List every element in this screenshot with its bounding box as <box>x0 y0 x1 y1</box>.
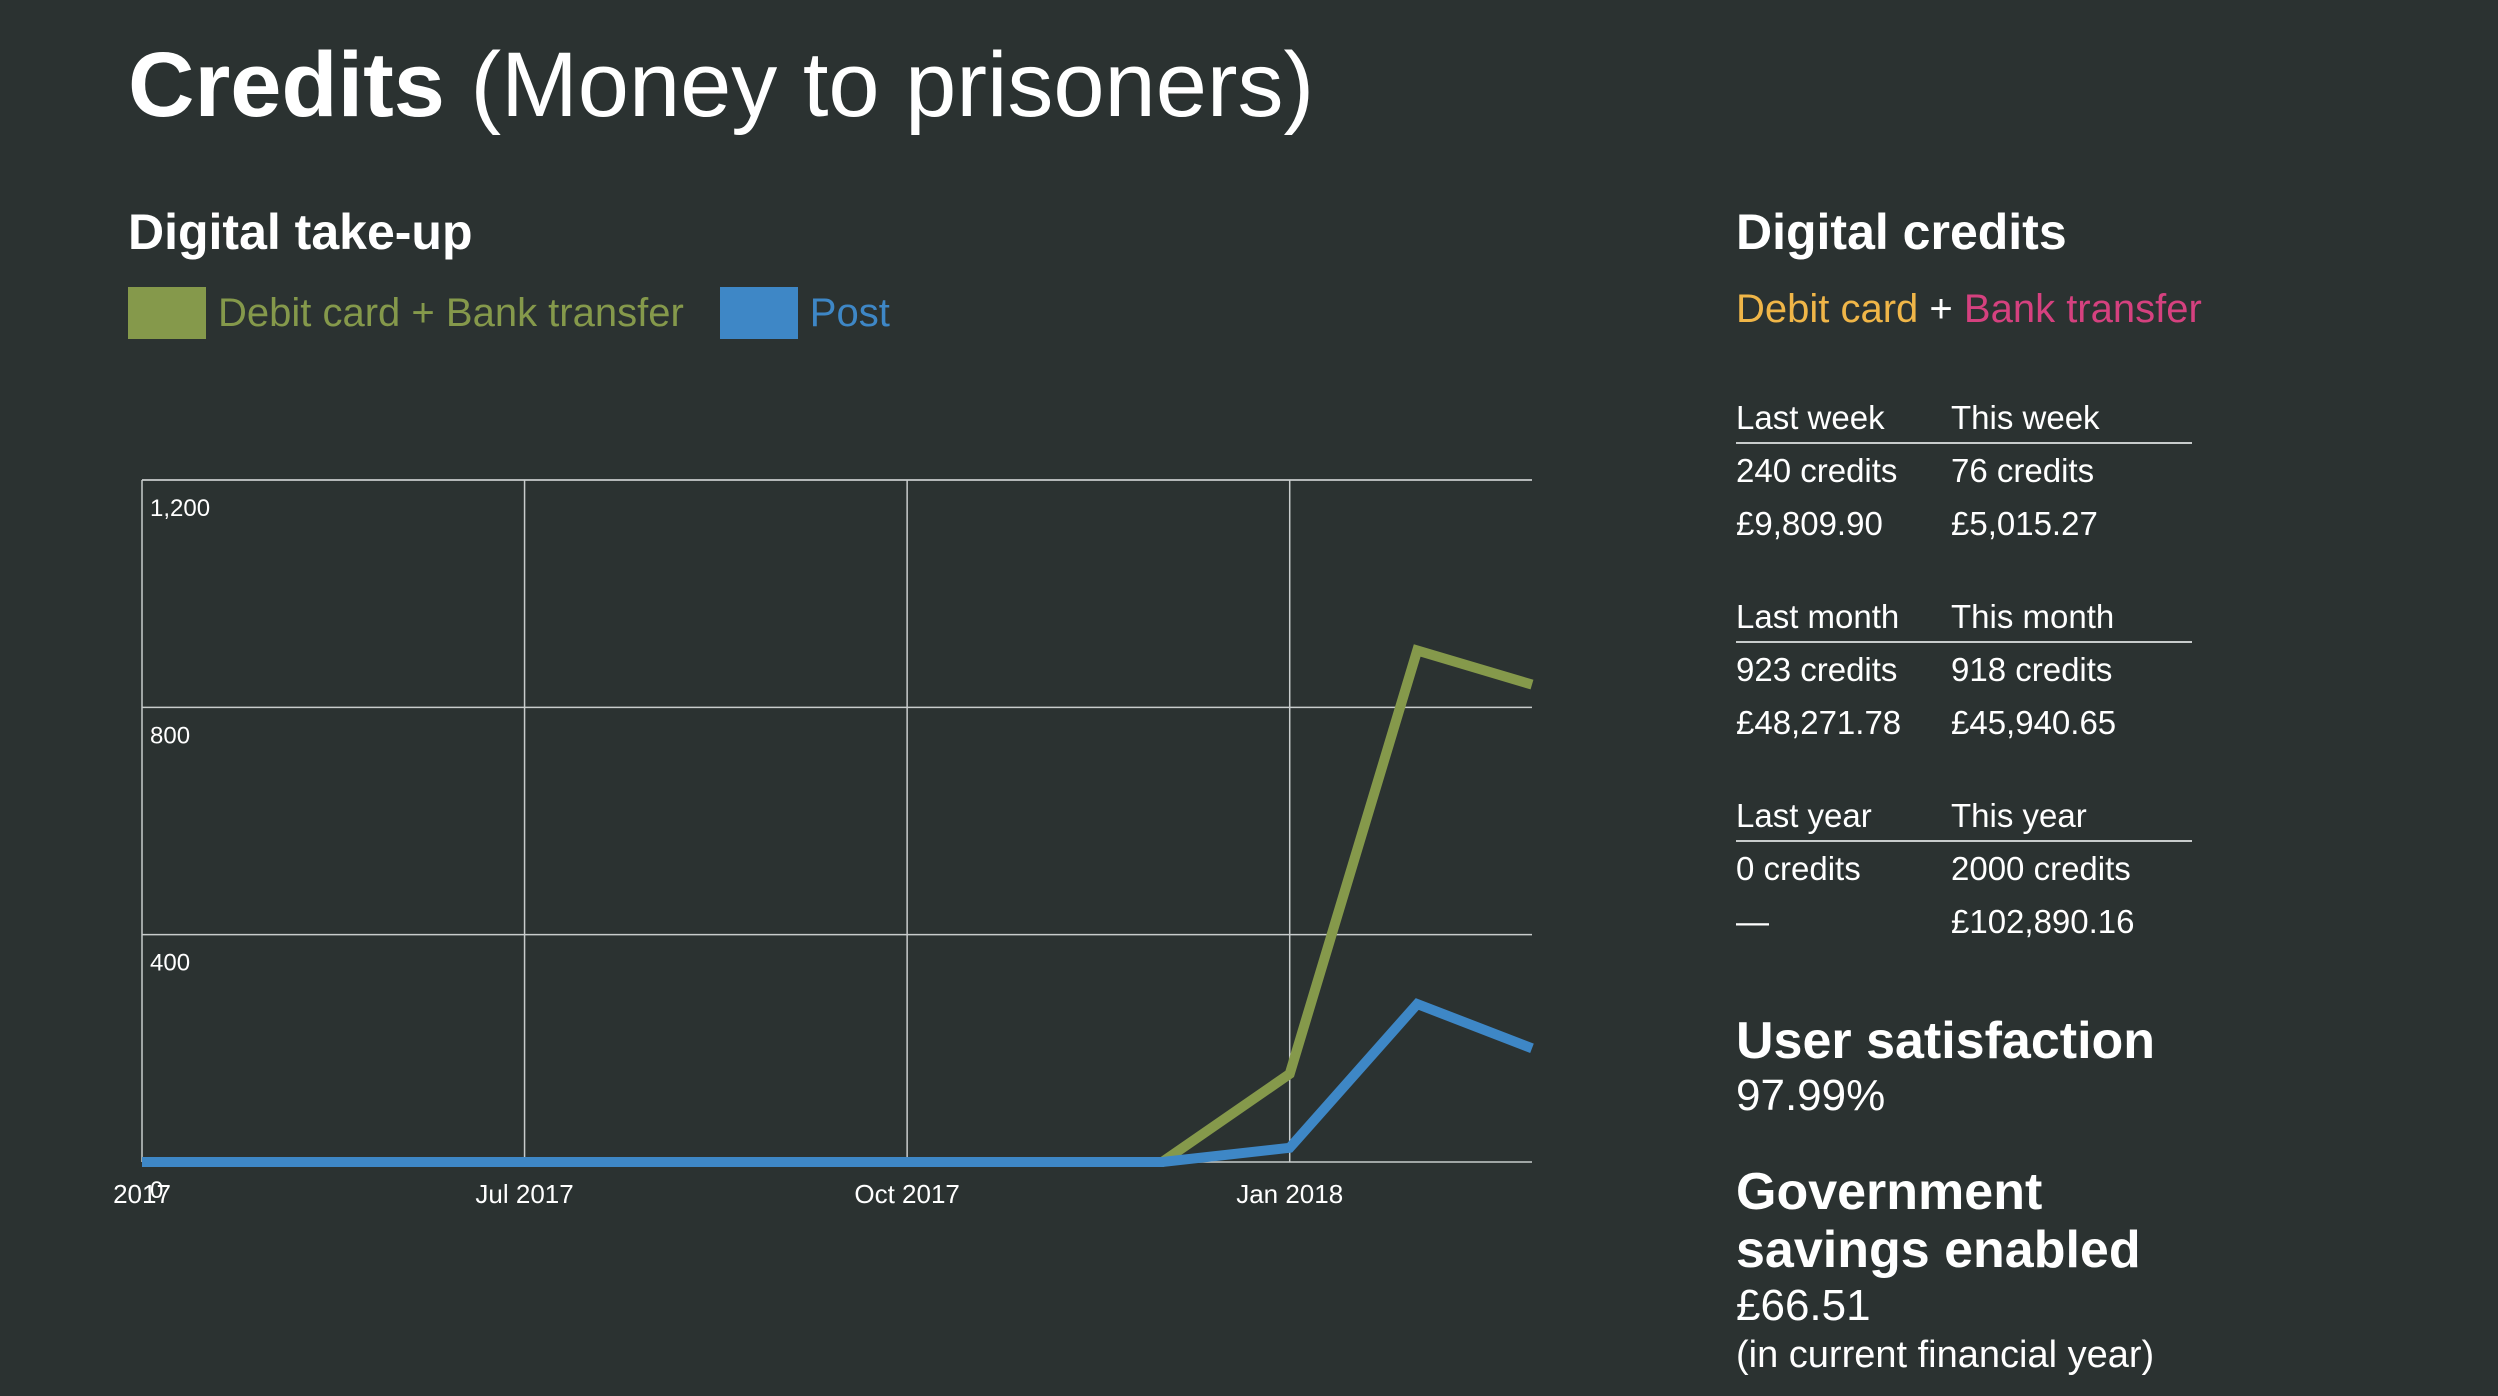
y-tick-label-1200: 1,200 <box>150 495 210 522</box>
this-week-amount: £5,015.27 <box>1951 504 2098 542</box>
last-week-credits: 240 credits <box>1736 451 1898 489</box>
legend-label-post: Post <box>809 290 890 335</box>
takeup-title: Digital take-up <box>128 204 473 260</box>
y-tick-label-800: 800 <box>150 722 190 749</box>
savings-value: £66.51 <box>1736 1281 1871 1330</box>
subtitle-bank-transfer: Bank transfer <box>1963 287 2202 331</box>
this-year-amount: £102,890.16 <box>1951 902 2135 940</box>
last-month-amount: £48,271.78 <box>1736 703 1902 741</box>
yearly-amount-row: — £102,890.16 <box>1736 895 2192 948</box>
y-tick-label-400: 400 <box>150 950 190 977</box>
series-line-0 <box>142 644 1534 1167</box>
this-year-credits: 2000 credits <box>1951 849 2131 887</box>
legend-swatch-digital <box>128 287 206 339</box>
legend-label-digital: Debit card + Bank transfer <box>218 290 684 335</box>
x-tick-label-0: 2017 <box>113 1179 171 1209</box>
x-tick-label-2: Oct 2017 <box>854 1179 960 1209</box>
page-title-strong: Credits <box>128 34 445 136</box>
legend-item-digital: Debit card + Bank transfer <box>128 287 684 339</box>
savings-title-line1: Government <box>1736 1163 2043 1221</box>
chart-series <box>142 644 1534 1167</box>
user-satisfaction-value: 97.99% <box>1736 1071 1886 1120</box>
weekly-stats-header: Last week This week <box>1736 394 2192 444</box>
yearly-stats-table: Last year This year 0 credits 2000 credi… <box>1736 792 2192 948</box>
header-last-month: Last month <box>1736 598 1900 635</box>
last-week-amount: £9,809.90 <box>1736 504 1883 542</box>
chart-legend: Debit card + Bank transfer Post <box>128 286 926 340</box>
monthly-amount-row: £48,271.78 £45,940.65 <box>1736 696 2192 749</box>
this-month-amount: £45,940.65 <box>1951 703 2117 741</box>
this-week-credits: 76 credits <box>1951 451 2095 489</box>
header-this-month: This month <box>1951 598 2115 635</box>
monthly-credits-row: 923 credits 918 credits <box>1736 643 2192 696</box>
header-this-year: This year <box>1951 797 2087 834</box>
header-last-week: Last week <box>1736 399 1885 436</box>
subtitle-plus: + <box>1918 287 1964 331</box>
header-this-week: This week <box>1951 399 2100 436</box>
weekly-credits-row: 240 credits 76 credits <box>1736 444 2192 497</box>
last-month-credits: 923 credits <box>1736 650 1898 688</box>
savings-note: (in current financial year) <box>1736 1334 2155 1376</box>
user-satisfaction-title: User satisfaction <box>1736 1012 2156 1070</box>
savings-title-line2: savings enabled <box>1736 1221 2141 1279</box>
last-year-amount: — <box>1736 902 1769 940</box>
x-tick-label-1: Jul 2017 <box>475 1179 573 1209</box>
weekly-amount-row: £9,809.90 £5,015.27 <box>1736 497 2192 550</box>
weekly-stats-table: Last week This week 240 credits 76 credi… <box>1736 394 2192 550</box>
legend-item-post: Post <box>719 287 890 339</box>
takeup-line-chart: 0 400 800 1,200 2017 Jul 2017 Oct 2017 Jan 2018 <box>113 479 1534 1209</box>
page-title-rest: (Money to prisoners) <box>470 34 1315 136</box>
digital-credits-subtitle: Debit card + Bank transfer <box>1736 284 2202 334</box>
yearly-credits-row: 0 credits 2000 credits <box>1736 842 2192 895</box>
chart-grid <box>141 479 1532 1163</box>
x-tick-label-3: Jan 2018 <box>1236 1179 1343 1209</box>
y-tick-label-0: 0 <box>150 1177 163 1204</box>
this-month-credits: 918 credits <box>1951 650 2113 688</box>
last-year-credits: 0 credits <box>1736 849 1861 887</box>
digital-credits-title: Digital credits <box>1736 204 2067 260</box>
legend-swatch-post <box>719 287 798 339</box>
header-last-year: Last year <box>1736 797 1872 834</box>
page-title: Credits (Money to prisoners) <box>128 30 1314 140</box>
monthly-stats-header: Last month This month <box>1736 593 2192 643</box>
monthly-stats-table: Last month This month 923 credits 918 cr… <box>1736 593 2192 749</box>
series-line-1 <box>142 998 1534 1167</box>
yearly-stats-header: Last year This year <box>1736 792 2192 842</box>
chart-axis-labels: 0 400 800 1,200 2017 Jul 2017 Oct 2017 Jan 2018 <box>113 495 1343 1209</box>
subtitle-debit-card: Debit card <box>1736 287 1919 331</box>
